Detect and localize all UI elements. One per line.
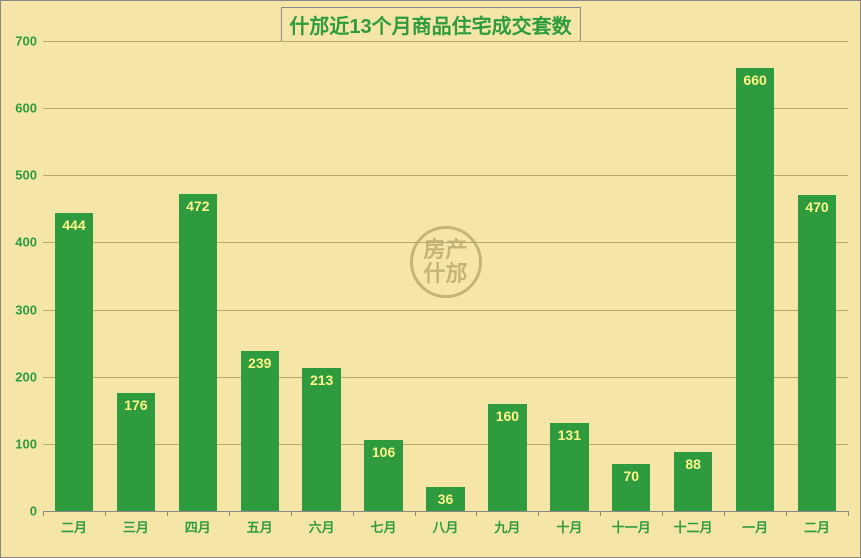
x-tick-mark — [662, 511, 663, 516]
gridline — [43, 310, 848, 311]
x-tick-label: 九月 — [494, 517, 520, 536]
bar-value-label: 36 — [438, 491, 454, 507]
bar-value-label: 470 — [805, 199, 828, 215]
bar-value-label: 213 — [310, 372, 333, 388]
x-tick-mark — [43, 511, 44, 516]
bar: 131 — [550, 423, 588, 511]
gridline — [43, 108, 848, 109]
bar: 176 — [117, 393, 155, 511]
y-tick-label: 100 — [15, 436, 37, 451]
bar-value-label: 70 — [623, 468, 639, 484]
gridline — [43, 175, 848, 176]
x-tick-label: 七月 — [371, 517, 397, 536]
bar: 660 — [736, 68, 774, 511]
y-tick-label: 600 — [15, 101, 37, 116]
bar-value-label: 160 — [496, 408, 519, 424]
x-tick-mark — [848, 511, 849, 516]
bar-value-label: 239 — [248, 355, 271, 371]
bar-value-label: 660 — [743, 72, 766, 88]
x-tick-mark — [353, 511, 354, 516]
bar-value-label: 106 — [372, 444, 395, 460]
bar: 239 — [241, 351, 279, 511]
y-tick-label: 200 — [15, 369, 37, 384]
x-tick-label: 三月 — [123, 517, 149, 536]
bar-value-label: 444 — [62, 217, 85, 233]
gridline — [43, 377, 848, 378]
y-tick-label: 0 — [30, 504, 37, 519]
gridline — [43, 511, 848, 512]
bar: 213 — [302, 368, 340, 511]
bar-value-label: 176 — [124, 397, 147, 413]
x-tick-label: 一月 — [742, 517, 768, 536]
plot-area: 房产 什邡 0100200300400500600700444二月176三月47… — [43, 41, 848, 511]
x-tick-mark — [600, 511, 601, 516]
bar-value-label: 472 — [186, 198, 209, 214]
bar: 70 — [612, 464, 650, 511]
gridline — [43, 41, 848, 42]
x-tick-label: 八月 — [432, 517, 458, 536]
watermark-line2: 什邡 — [423, 262, 467, 286]
gridline — [43, 242, 848, 243]
x-tick-label: 四月 — [185, 517, 211, 536]
bar: 36 — [426, 487, 464, 511]
x-tick-mark — [291, 511, 292, 516]
x-tick-mark — [105, 511, 106, 516]
x-tick-label: 十月 — [556, 517, 582, 536]
x-tick-label: 五月 — [247, 517, 273, 536]
x-tick-label: 二月 — [61, 517, 87, 536]
bar: 472 — [179, 194, 217, 511]
bar: 470 — [798, 195, 836, 511]
y-tick-label: 500 — [15, 168, 37, 183]
bar: 444 — [55, 213, 93, 511]
watermark-line1: 房产 — [423, 238, 467, 262]
gridline — [43, 444, 848, 445]
chart-container: 什邡近13个月商品住宅成交套数 房产 什邡 010020030040050060… — [0, 0, 861, 558]
bar: 88 — [674, 452, 712, 511]
x-tick-label: 六月 — [309, 517, 335, 536]
x-tick-label: 十二月 — [674, 517, 713, 536]
watermark: 房产 什邡 — [410, 226, 482, 298]
bar-value-label: 88 — [685, 456, 701, 472]
x-tick-mark — [538, 511, 539, 516]
x-tick-mark — [415, 511, 416, 516]
chart-title: 什邡近13个月商品住宅成交套数 — [280, 7, 580, 42]
x-tick-mark — [476, 511, 477, 516]
y-tick-label: 700 — [15, 34, 37, 49]
bar: 160 — [488, 404, 526, 511]
x-tick-mark — [786, 511, 787, 516]
bar: 106 — [364, 440, 402, 511]
x-tick-label: 十一月 — [612, 517, 651, 536]
x-tick-label: 二月 — [804, 517, 830, 536]
x-tick-mark — [167, 511, 168, 516]
x-tick-mark — [724, 511, 725, 516]
y-tick-label: 400 — [15, 235, 37, 250]
y-tick-label: 300 — [15, 302, 37, 317]
x-tick-mark — [229, 511, 230, 516]
bar-value-label: 131 — [558, 427, 581, 443]
